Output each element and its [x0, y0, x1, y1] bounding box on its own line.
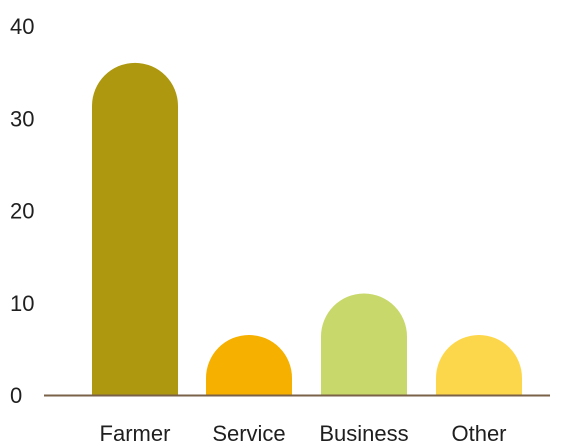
- y-tick-label: 0: [10, 383, 22, 408]
- bar-business: [321, 293, 407, 395]
- bar-farmer: [92, 62, 178, 396]
- x-axis-labels: Farmer Service Business Other: [100, 421, 507, 446]
- bars: [92, 62, 522, 396]
- x-tick-label-service: Service: [212, 421, 285, 446]
- y-tick-label: 10: [10, 291, 34, 316]
- y-tick-label: 40: [10, 14, 34, 39]
- bar-service: [206, 335, 292, 395]
- y-axis-ticks: 0 10 20 30 40: [10, 14, 34, 408]
- y-tick-label: 20: [10, 199, 34, 224]
- x-tick-label-business: Business: [319, 421, 408, 446]
- x-tick-label-other: Other: [451, 421, 506, 446]
- bar-other: [436, 335, 522, 395]
- y-tick-label: 30: [10, 106, 34, 131]
- x-tick-label-farmer: Farmer: [100, 421, 171, 446]
